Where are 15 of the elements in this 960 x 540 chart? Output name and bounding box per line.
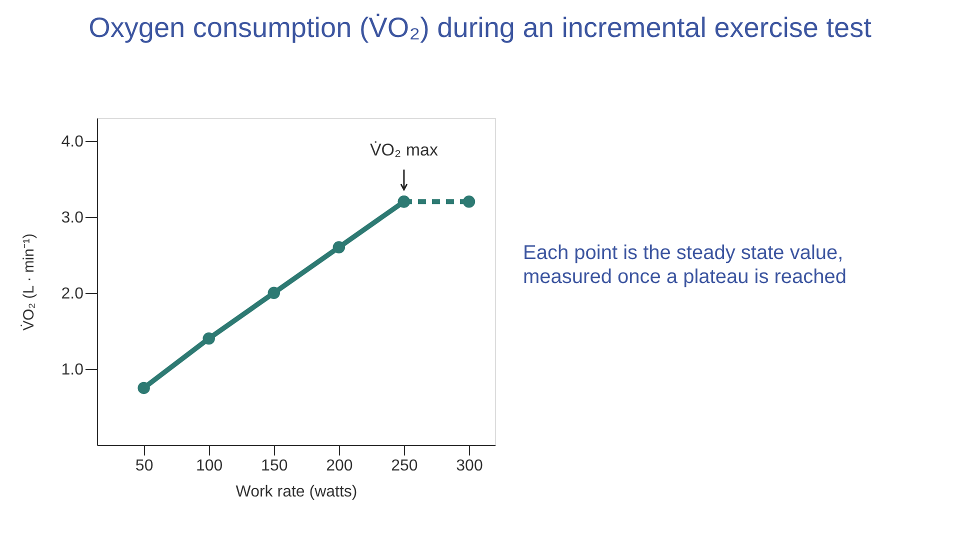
x-axis-title: Work rate (watts) <box>236 484 358 500</box>
x-tick-label: 250 <box>391 458 418 474</box>
x-tick-label: 200 <box>326 458 353 474</box>
chart-title: Oxygen consumption (V̇O₂) during an incremental exercise test <box>88 12 872 43</box>
x-tick-label: 50 <box>135 458 154 474</box>
annotation: V̇O₂ max <box>370 140 438 160</box>
y-tick-label: 4.0 <box>61 133 84 150</box>
y-tick-label: 1.0 <box>61 361 84 378</box>
text: Each point is the steady state value, measured once a plateau is reached <box>523 242 847 288</box>
y-axis-title: V̇O₂ (L · min⁻¹) <box>20 234 38 330</box>
y-tick-label: 2.0 <box>61 285 84 302</box>
x-tick-label: 300 <box>456 458 483 474</box>
x-tick-label: 100 <box>196 458 223 474</box>
y-tick-label: 3.0 <box>61 209 84 226</box>
x-tick-label: 150 <box>261 458 288 474</box>
